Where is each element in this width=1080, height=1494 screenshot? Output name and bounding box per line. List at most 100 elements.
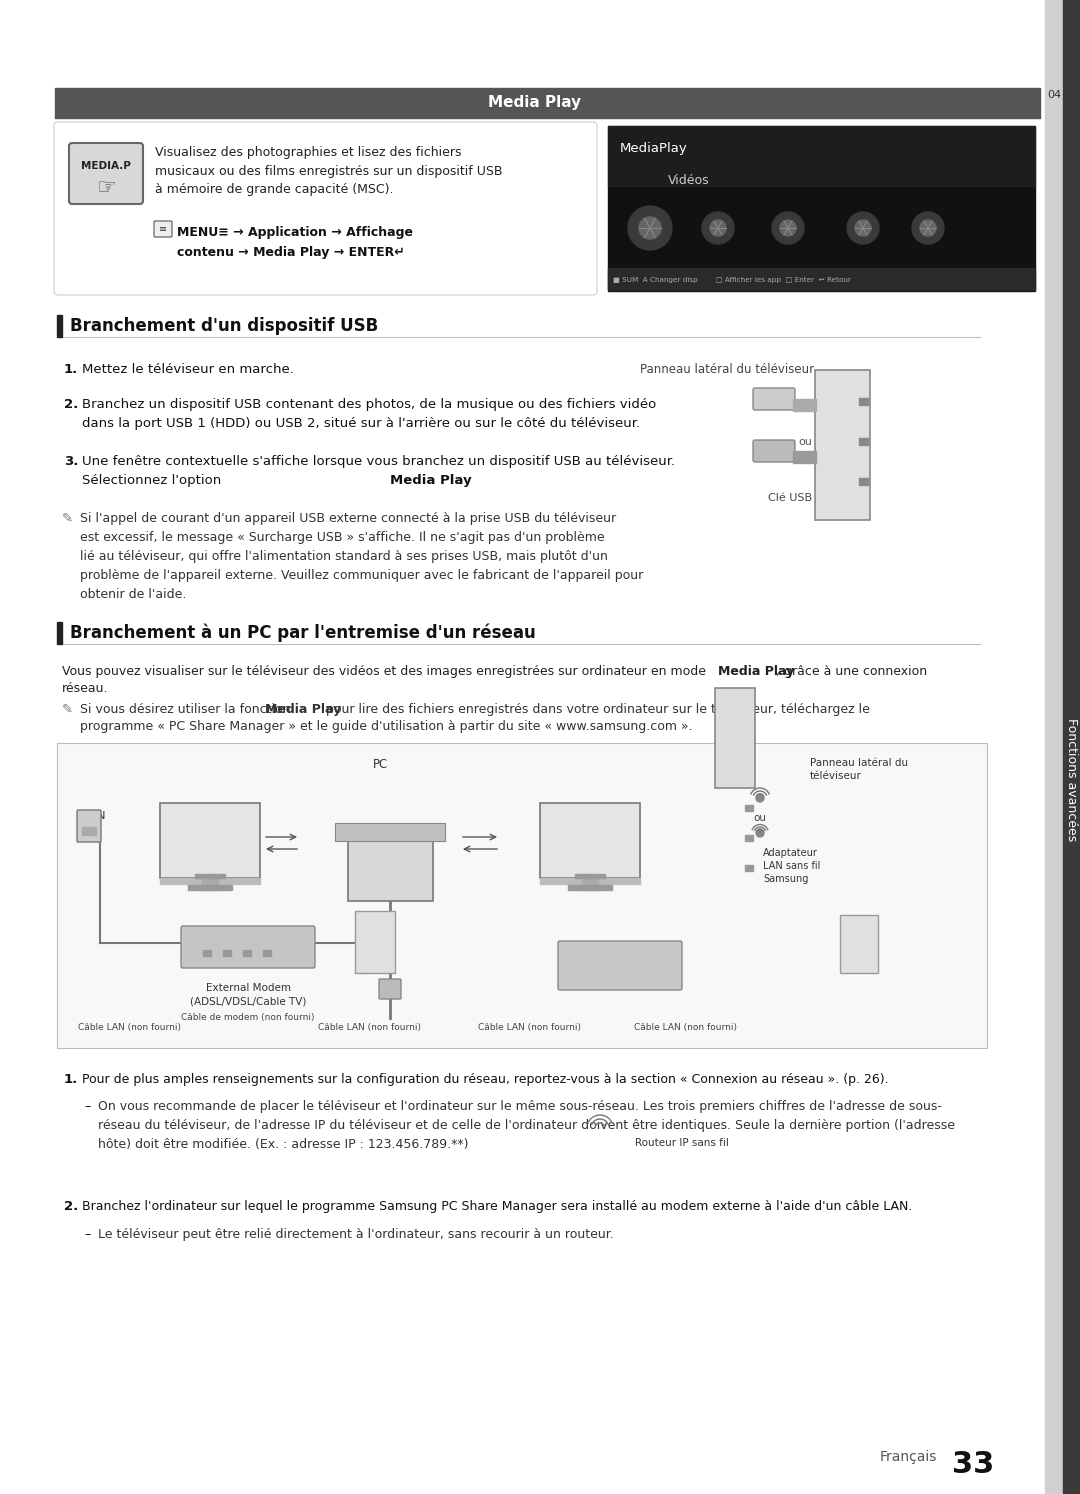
Text: , grâce à une connexion: , grâce à une connexion xyxy=(777,665,927,678)
Bar xyxy=(840,914,878,973)
Text: Clé USB: Clé USB xyxy=(768,493,812,503)
Text: Câble LAN (non fourni): Câble LAN (non fourni) xyxy=(79,1023,181,1032)
Text: ✎: ✎ xyxy=(62,512,73,524)
FancyBboxPatch shape xyxy=(77,810,102,843)
Text: ≡: ≡ xyxy=(159,224,167,235)
Circle shape xyxy=(702,212,734,244)
Text: 2.: 2. xyxy=(64,1200,78,1213)
Text: .: . xyxy=(457,474,461,487)
Text: 2.: 2. xyxy=(64,397,78,411)
Bar xyxy=(57,743,987,1047)
Bar xyxy=(575,874,605,878)
Text: Routeur IP sans fil: Routeur IP sans fil xyxy=(635,1138,729,1147)
Bar xyxy=(540,802,640,878)
Bar xyxy=(859,478,868,486)
Circle shape xyxy=(639,217,661,239)
Bar xyxy=(222,950,231,956)
Circle shape xyxy=(756,793,764,802)
Text: External Modem
(ADSL/VDSL/Cable TV): External Modem (ADSL/VDSL/Cable TV) xyxy=(190,983,307,1005)
Bar xyxy=(355,911,395,973)
Circle shape xyxy=(847,212,879,244)
Text: Adaptateur
LAN sans fil
Samsung: Adaptateur LAN sans fil Samsung xyxy=(762,849,821,884)
Text: Vidéos: Vidéos xyxy=(669,173,710,187)
FancyBboxPatch shape xyxy=(181,926,315,968)
Text: 04: 04 xyxy=(1047,90,1061,100)
Circle shape xyxy=(912,212,944,244)
Bar xyxy=(745,835,753,841)
Text: MEDIA.P: MEDIA.P xyxy=(81,161,131,170)
Text: ou: ou xyxy=(754,813,767,823)
Text: Si l'appel de courant d'un appareil USB externe connecté à la prise USB du télév: Si l'appel de courant d'un appareil USB … xyxy=(80,512,644,601)
Text: ☞: ☞ xyxy=(96,178,116,199)
Text: Media Play: Media Play xyxy=(718,665,794,678)
Text: On vous recommande de placer le téléviseur et l'ordinateur sur le même sous-rése: On vous recommande de placer le télévise… xyxy=(98,1100,955,1150)
FancyBboxPatch shape xyxy=(379,979,401,999)
Bar xyxy=(203,950,211,956)
Text: Media Play: Media Play xyxy=(265,704,341,716)
Bar xyxy=(1045,0,1080,1494)
Bar xyxy=(188,884,232,890)
Bar xyxy=(540,878,640,884)
Bar xyxy=(859,397,868,405)
Text: 3.: 3. xyxy=(64,456,79,468)
Bar xyxy=(715,689,755,787)
Circle shape xyxy=(756,829,764,837)
Text: Français: Français xyxy=(880,1451,937,1464)
Text: Branchement d'un dispositif USB: Branchement d'un dispositif USB xyxy=(70,317,378,335)
Text: Câble LAN (non fourni): Câble LAN (non fourni) xyxy=(634,1023,737,1032)
Text: Media Play: Media Play xyxy=(488,96,581,111)
Text: MENU≡ → Application → Affichage
contenu → Media Play → ENTER↵: MENU≡ → Application → Affichage contenu … xyxy=(177,226,413,258)
Text: ✎: ✎ xyxy=(62,704,73,716)
Text: Media Play: Media Play xyxy=(390,474,472,487)
Text: Mettez le téléviseur en marche.: Mettez le téléviseur en marche. xyxy=(82,363,294,376)
Text: pour lire des fichiers enregistrés dans votre ordinateur sur le téléviseur, télé: pour lire des fichiers enregistrés dans … xyxy=(322,704,869,716)
Circle shape xyxy=(710,220,726,236)
Bar xyxy=(859,438,868,445)
Text: Une fenêtre contextuelle s'affiche lorsque vous branchez un dispositif USB au té: Une fenêtre contextuelle s'affiche lorsq… xyxy=(82,456,675,487)
Bar xyxy=(745,865,753,871)
Text: Le téléviseur peut être relié directement à l'ordinateur, sans recourir à un rou: Le téléviseur peut être relié directemen… xyxy=(98,1228,613,1242)
Bar xyxy=(348,841,433,901)
Bar xyxy=(195,874,225,878)
FancyBboxPatch shape xyxy=(69,143,143,205)
Text: Câble de modem (non fourni): Câble de modem (non fourni) xyxy=(181,1013,314,1022)
FancyBboxPatch shape xyxy=(54,123,597,294)
Text: Branchez un dispositif USB contenant des photos, de la musique ou des fichiers v: Branchez un dispositif USB contenant des… xyxy=(82,397,657,430)
Text: Si vous désirez utiliser la fonction: Si vous désirez utiliser la fonction xyxy=(80,704,298,716)
Text: Visualisez des photographies et lisez des fichiers
musicaux ou des films enregis: Visualisez des photographies et lisez de… xyxy=(156,146,502,196)
Text: Câble LAN (non fourni): Câble LAN (non fourni) xyxy=(319,1023,421,1032)
Circle shape xyxy=(920,220,936,236)
Bar xyxy=(608,267,1035,290)
Text: Vous pouvez visualiser sur le téléviseur des vidéos et des images enregistrées s: Vous pouvez visualiser sur le téléviseur… xyxy=(62,665,710,678)
Text: ou: ou xyxy=(798,438,812,447)
Text: Panneau latéral du
téléviseur: Panneau latéral du téléviseur xyxy=(810,757,908,781)
Text: Panneau latéral du téléviseur: Panneau latéral du téléviseur xyxy=(640,363,814,376)
Bar xyxy=(55,88,1040,118)
Bar xyxy=(793,399,816,411)
Text: –: – xyxy=(84,1100,91,1113)
FancyBboxPatch shape xyxy=(753,388,795,409)
FancyBboxPatch shape xyxy=(753,441,795,462)
Bar xyxy=(1063,0,1080,1494)
Text: –: – xyxy=(84,1228,91,1242)
Circle shape xyxy=(627,206,672,249)
FancyBboxPatch shape xyxy=(558,941,681,991)
Bar xyxy=(793,451,816,463)
Bar xyxy=(82,828,96,835)
Text: 1.: 1. xyxy=(64,1073,78,1086)
Text: PC: PC xyxy=(373,757,388,771)
Bar xyxy=(582,878,598,890)
Circle shape xyxy=(780,220,796,236)
Circle shape xyxy=(855,220,870,236)
FancyBboxPatch shape xyxy=(815,371,870,520)
Bar xyxy=(57,315,62,338)
Bar xyxy=(745,805,753,811)
Text: Branchement à un PC par l'entremise d'un réseau: Branchement à un PC par l'entremise d'un… xyxy=(70,624,536,642)
Bar xyxy=(608,125,1035,291)
Text: MediaPlay: MediaPlay xyxy=(620,142,688,155)
Text: Branchez l'ordinateur sur lequel le programme Samsung PC Share Manager sera inst: Branchez l'ordinateur sur lequel le prog… xyxy=(82,1200,913,1213)
Circle shape xyxy=(772,212,804,244)
Bar xyxy=(608,125,1035,185)
Text: Câble LAN (non fourni): Câble LAN (non fourni) xyxy=(478,1023,581,1032)
Bar xyxy=(264,950,271,956)
